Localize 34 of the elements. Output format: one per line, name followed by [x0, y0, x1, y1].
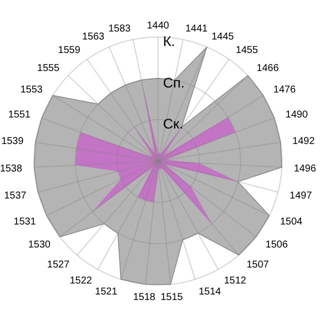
spoke-label: 1539 [1, 136, 24, 147]
spoke-label: 1522 [70, 275, 92, 286]
spoke-label: 1440 [146, 20, 170, 32]
y-tick-label: Сп. [163, 74, 185, 90]
spoke-label: 1466 [256, 62, 280, 74]
spoke-label: 1521 [95, 286, 118, 298]
spoke-label: 1507 [246, 260, 270, 271]
spoke-label: 1555 [37, 62, 60, 74]
spoke-label: 1559 [58, 44, 81, 56]
spoke-label: 1490 [286, 109, 308, 120]
spoke-label: 1476 [273, 84, 296, 96]
spoke-label: 1553 [20, 84, 44, 96]
spoke-label: 1515 [160, 292, 184, 303]
spoke-label: 1527 [47, 260, 70, 271]
spoke-label: 1445 [212, 32, 234, 43]
spoke-label: 1530 [28, 240, 51, 251]
spoke-label: 1512 [224, 275, 247, 286]
spoke-label: 1514 [198, 286, 222, 298]
spoke-label: 1492 [292, 136, 316, 147]
y-tick-label: К. [163, 33, 176, 49]
spoke-label: 1563 [82, 32, 105, 43]
spoke-label: 1537 [4, 190, 27, 202]
spoke-label: 1531 [14, 216, 36, 228]
spoke-label: 1518 [133, 292, 156, 303]
y-tick-label: Ск. [163, 116, 184, 132]
spoke-label: 1583 [108, 23, 132, 34]
spoke-label: 1538 [0, 163, 23, 174]
spoke-label: 1441 [185, 23, 208, 34]
spoke-label: 1504 [280, 216, 303, 228]
spoke-label: 1455 [236, 44, 258, 56]
spoke-label: 1497 [290, 190, 312, 202]
spoke-label: 1496 [294, 163, 317, 174]
spoke-label: 1506 [266, 240, 288, 251]
spoke-label: 1551 [8, 109, 31, 120]
